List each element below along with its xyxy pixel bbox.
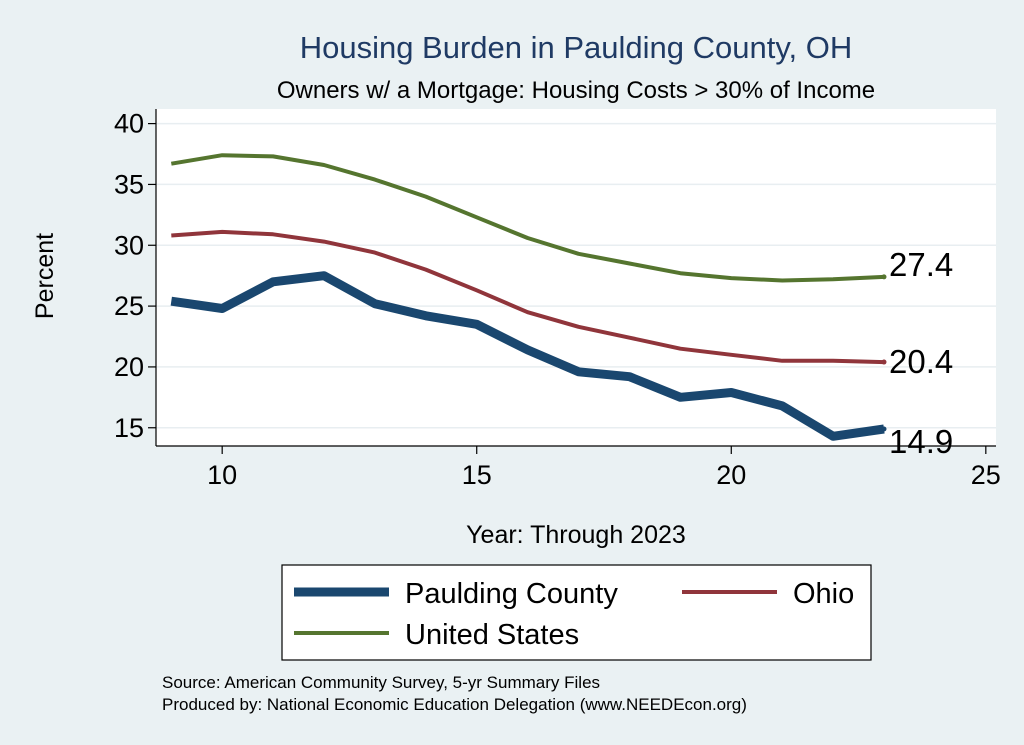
series-end-marker bbox=[881, 426, 887, 432]
legend-label-paulding: Paulding County bbox=[405, 578, 618, 610]
legend-label-us: United States bbox=[405, 619, 579, 651]
legend-box bbox=[281, 564, 872, 661]
chart-title: Housing Burden in Paulding County, OH bbox=[300, 30, 853, 65]
y-tick-label: 30 bbox=[114, 230, 144, 260]
x-tick-label: 10 bbox=[207, 460, 237, 490]
series-line-paulding-county bbox=[170, 271, 885, 441]
series-line-ohio bbox=[171, 229, 885, 365]
y-tick-label: 25 bbox=[114, 291, 144, 321]
y-tick-label: 20 bbox=[114, 352, 144, 382]
x-axis-label: Year: Through 2023 bbox=[466, 521, 686, 549]
series-end-label: 14.9 bbox=[889, 423, 953, 460]
y-tick-label: 15 bbox=[114, 413, 144, 443]
series-end-marker bbox=[881, 359, 887, 365]
series-lines bbox=[170, 153, 887, 441]
x-tick-label: 15 bbox=[462, 460, 492, 490]
series-line-united-states bbox=[170, 153, 885, 283]
chart-subtitle: Owners w/ a Mortgage: Housing Costs > 30… bbox=[277, 77, 875, 104]
series-end-label: 20.4 bbox=[889, 343, 953, 380]
y-tick-label: 40 bbox=[114, 109, 144, 139]
axes: 15 20 25 30 35 40 10 15 20 25 bbox=[114, 109, 1001, 490]
y-tick-label: 35 bbox=[114, 169, 144, 199]
legend: Paulding County Ohio United States bbox=[281, 564, 872, 661]
source-note: Source: American Community Survey, 5-yr … bbox=[162, 673, 600, 692]
legend-label-ohio: Ohio bbox=[793, 578, 854, 610]
y-axis-label: Percent bbox=[31, 233, 59, 319]
series-end-label: 27.4 bbox=[889, 246, 953, 283]
x-tick-label: 20 bbox=[716, 460, 746, 490]
series-end-marker bbox=[881, 274, 887, 280]
gridlines bbox=[156, 122, 996, 429]
end-labels: 27.4 20.4 14.9 bbox=[889, 246, 953, 460]
producer-note: Produced by: National Economic Education… bbox=[162, 695, 747, 714]
x-tick-label: 25 bbox=[971, 460, 1001, 490]
